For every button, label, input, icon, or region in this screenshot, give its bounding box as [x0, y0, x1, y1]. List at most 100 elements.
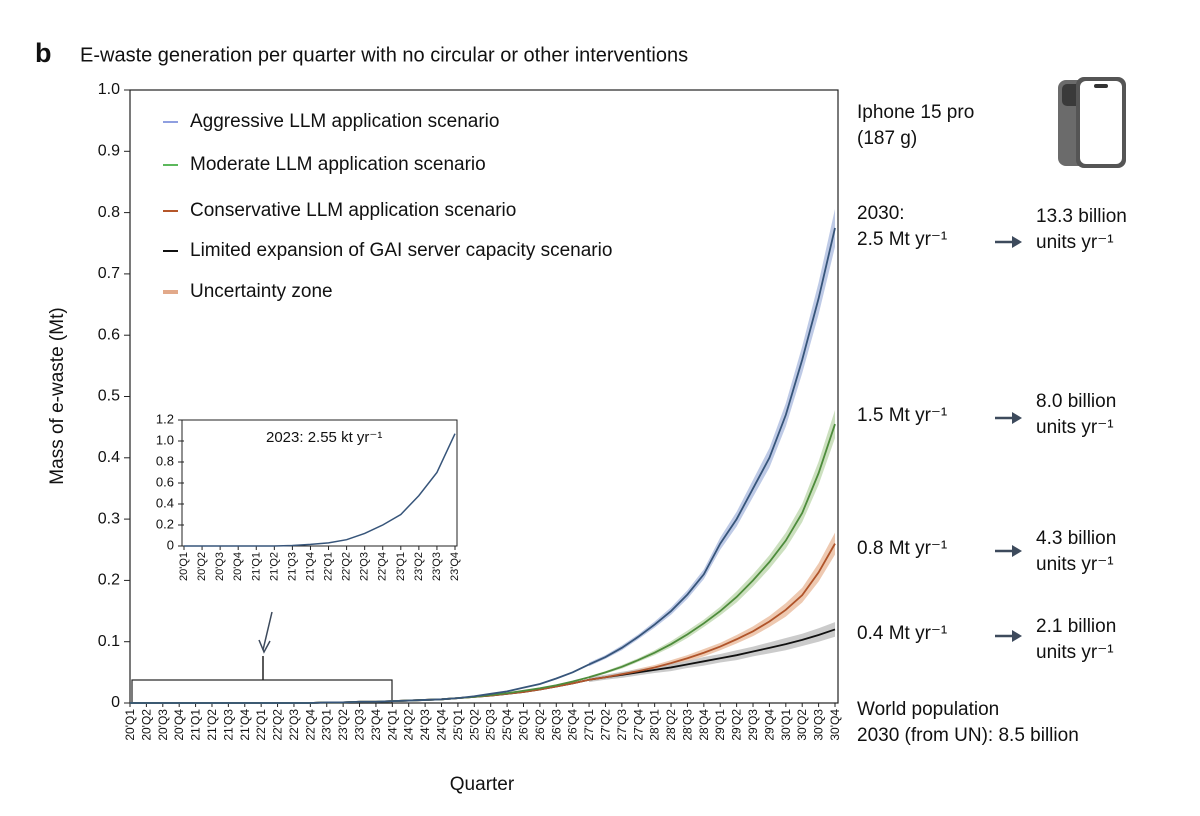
mass-label: 2.5 Mt yr⁻¹ [857, 229, 947, 250]
units-label: 2.1 billion [1036, 616, 1116, 637]
x-tick-label: 30'Q3 [812, 709, 826, 741]
uncertainty-band [589, 532, 835, 682]
x-tick-label: 27'Q1 [582, 709, 596, 741]
x-tick-label: 23'Q2 [336, 709, 350, 741]
x-tick-label: 21'Q1 [189, 709, 203, 741]
x-tick-label: 21'Q3 [286, 552, 298, 581]
x-tick-label: 26'Q3 [549, 709, 563, 741]
units-label: 4.3 billion [1036, 528, 1116, 549]
x-tick-label: 24'Q4 [435, 709, 449, 741]
x-tick-label: 27'Q4 [631, 709, 645, 741]
callout-box [131, 679, 393, 704]
x-tick-label: 30'Q1 [779, 709, 793, 741]
x-tick-label: 21'Q4 [304, 552, 316, 581]
x-tick-label: 23'Q3 [431, 552, 443, 581]
units-label: units yr⁻¹ [1036, 554, 1114, 575]
x-tick-label: 29'Q1 [713, 709, 727, 741]
x-tick-label: 22'Q3 [287, 709, 301, 741]
x-tick-label: 23'Q1 [320, 709, 334, 741]
series-line [130, 227, 836, 704]
x-tick-label: 25'Q2 [467, 709, 481, 741]
plot-frame [129, 89, 839, 704]
mass-label: 1.5 Mt yr⁻¹ [857, 405, 947, 426]
x-tick-label: 30'Q4 [828, 709, 842, 741]
arrowhead [1012, 412, 1022, 424]
x-tick-label: 28'Q3 [680, 709, 694, 741]
y-axis-label: Mass of e-waste (Mt) [47, 307, 68, 484]
y-tick-label: 0.6 [98, 326, 120, 343]
x-tick-label: 21'Q2 [268, 552, 280, 581]
x-tick-label: 25'Q4 [500, 709, 514, 741]
legend-label: Uncertainty zone [190, 281, 333, 302]
x-tick-label: 23'Q1 [395, 552, 407, 581]
y-tick-label: 0 [111, 694, 120, 711]
x-tick-label: 20'Q2 [196, 552, 208, 581]
arrowhead [1012, 545, 1022, 557]
legend-label: Limited expansion of GAI server capacity… [190, 240, 612, 261]
legend-label: Moderate LLM application scenario [190, 154, 486, 175]
x-tick-label: 20'Q3 [214, 552, 226, 581]
x-tick-label: 22'Q4 [303, 709, 317, 741]
x-tick-label: 22'Q1 [254, 709, 268, 741]
y-tick-label: 0.8 [156, 453, 174, 468]
callout-arrow [262, 611, 273, 651]
x-tick-label: 23'Q3 [353, 709, 367, 741]
phone-screen [1080, 81, 1122, 164]
legend-label: Aggressive LLM application scenario [190, 111, 499, 132]
population-label: World population [857, 699, 999, 720]
x-tick-label: 22'Q2 [271, 709, 285, 741]
y-tick-label: 0.6 [156, 474, 174, 489]
x-tick-label: 29'Q4 [762, 709, 776, 741]
y-tick-label: 0.7 [98, 265, 120, 282]
x-tick-label: 26'Q4 [566, 709, 580, 741]
x-tick-label: 20'Q2 [139, 709, 153, 741]
phone-label: (187 g) [857, 128, 917, 149]
phone-island [1094, 84, 1108, 88]
y-tick-label: 0.9 [98, 143, 120, 160]
x-tick-label: 26'Q1 [516, 709, 530, 741]
mass-label: 2030: [857, 203, 905, 224]
x-tick-label: 29'Q2 [730, 709, 744, 741]
x-tick-label: 27'Q2 [598, 709, 612, 741]
x-tick-label: 20'Q3 [156, 709, 170, 741]
x-tick-label: 24'Q1 [385, 709, 399, 741]
x-tick-label: 23'Q4 [449, 552, 461, 581]
y-tick-label: 0.2 [156, 516, 174, 531]
x-tick-label: 21'Q3 [221, 709, 235, 741]
x-tick-label: 24'Q2 [402, 709, 416, 741]
x-tick-label: 20'Q1 [178, 552, 190, 581]
x-tick-label: 20'Q1 [123, 709, 137, 741]
x-tick-label: 20'Q4 [172, 709, 186, 741]
x-tick-label: 29'Q3 [746, 709, 760, 741]
x-tick-label: 22'Q4 [377, 552, 389, 581]
x-tick-label: 22'Q1 [323, 552, 335, 581]
units-label: units yr⁻¹ [1036, 417, 1114, 438]
x-tick-label: 23'Q4 [369, 709, 383, 741]
x-tick-label: 22'Q3 [359, 552, 371, 581]
y-tick-label: 1.0 [156, 432, 174, 447]
units-label: 13.3 billion [1036, 206, 1127, 227]
y-tick-label: 0.8 [98, 204, 120, 221]
inset-frame [181, 419, 458, 547]
x-tick-label: 21'Q2 [205, 709, 219, 741]
x-tick-label: 24'Q3 [418, 709, 432, 741]
x-tick-label: 20'Q4 [232, 552, 244, 581]
inset-annotation: 2023: 2.55 kt yr⁻¹ [266, 429, 382, 446]
mass-label: 0.8 Mt yr⁻¹ [857, 538, 947, 559]
population-label: 2030 (from UN): 8.5 billion [857, 725, 1079, 746]
y-tick-label: 0.4 [156, 495, 174, 510]
x-tick-label: 21'Q1 [250, 552, 262, 581]
x-axis-label: Quarter [450, 774, 515, 795]
x-tick-label: 28'Q4 [697, 709, 711, 741]
units-label: units yr⁻¹ [1036, 232, 1114, 253]
mass-label: 0.4 Mt yr⁻¹ [857, 623, 947, 644]
x-tick-label: 26'Q2 [533, 709, 547, 741]
y-tick-label: 1.0 [98, 81, 120, 98]
x-tick-label: 21'Q4 [238, 709, 252, 741]
x-tick-label: 28'Q1 [648, 709, 662, 741]
legend-label: Conservative LLM application scenario [190, 200, 516, 221]
x-tick-label: 23'Q2 [413, 552, 425, 581]
y-tick-label: 0.4 [98, 449, 120, 466]
phone-label: Iphone 15 pro [857, 102, 974, 123]
